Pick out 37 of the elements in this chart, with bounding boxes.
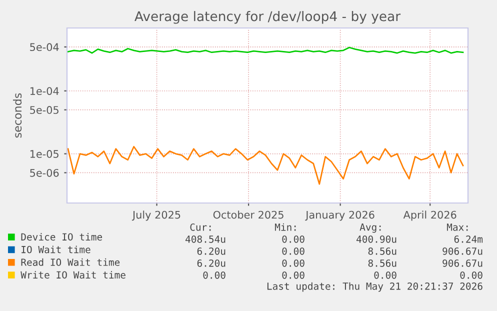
text: 6.20u — [197, 247, 226, 255]
y-tick-label: 1e-05 — [30, 150, 58, 158]
text: 906.67u — [442, 247, 482, 255]
text: 906.67u — [442, 259, 482, 267]
text: Last update: Thu May 21 20:21:37 2026 — [267, 282, 482, 292]
text: Max: — [446, 224, 468, 231]
text: 0.00 — [282, 259, 304, 267]
legend-label: Device IO time — [21, 233, 102, 241]
text: 0.00 — [282, 235, 304, 243]
text: 8.56u — [368, 259, 396, 267]
text: 408.54u — [186, 235, 226, 243]
legend-label: Read IO Wait time — [21, 258, 120, 266]
x-tick-label: October 2025 — [213, 210, 284, 219]
text: 8.56u — [368, 247, 396, 255]
text: Cur: — [190, 223, 211, 231]
text: 0.00 — [282, 247, 304, 255]
text: Min: — [274, 223, 296, 231]
x-tick-label: January 2026 — [305, 210, 374, 221]
x-tick-label: July 2025 — [132, 210, 180, 221]
line-series — [67, 146, 464, 185]
y-axis-title: seconds — [13, 93, 22, 138]
text: 0.00 — [203, 271, 226, 279]
y-tick-label: 5e-06 — [30, 168, 59, 177]
text: 6.24m — [454, 235, 483, 243]
text: 0.00 — [282, 271, 304, 279]
y-tick-label: 5e-04 — [30, 43, 59, 52]
text: 0.00 — [460, 271, 482, 279]
text: 400.90u — [356, 235, 396, 243]
legend-label: IO Wait time — [22, 246, 90, 254]
chart-title: Average latency for /dev/loop4 - by year — [134, 11, 401, 24]
legend-label: Write IO Wait time — [20, 271, 126, 279]
y-tick-label: 1e-04 — [30, 87, 59, 95]
text: 0.00 — [374, 271, 396, 279]
y-tick-label: 5e-05 — [30, 106, 58, 114]
text: 6.20u — [197, 259, 226, 267]
text: Avg: — [360, 224, 381, 233]
x-tick-label: April 2026 — [403, 210, 456, 221]
